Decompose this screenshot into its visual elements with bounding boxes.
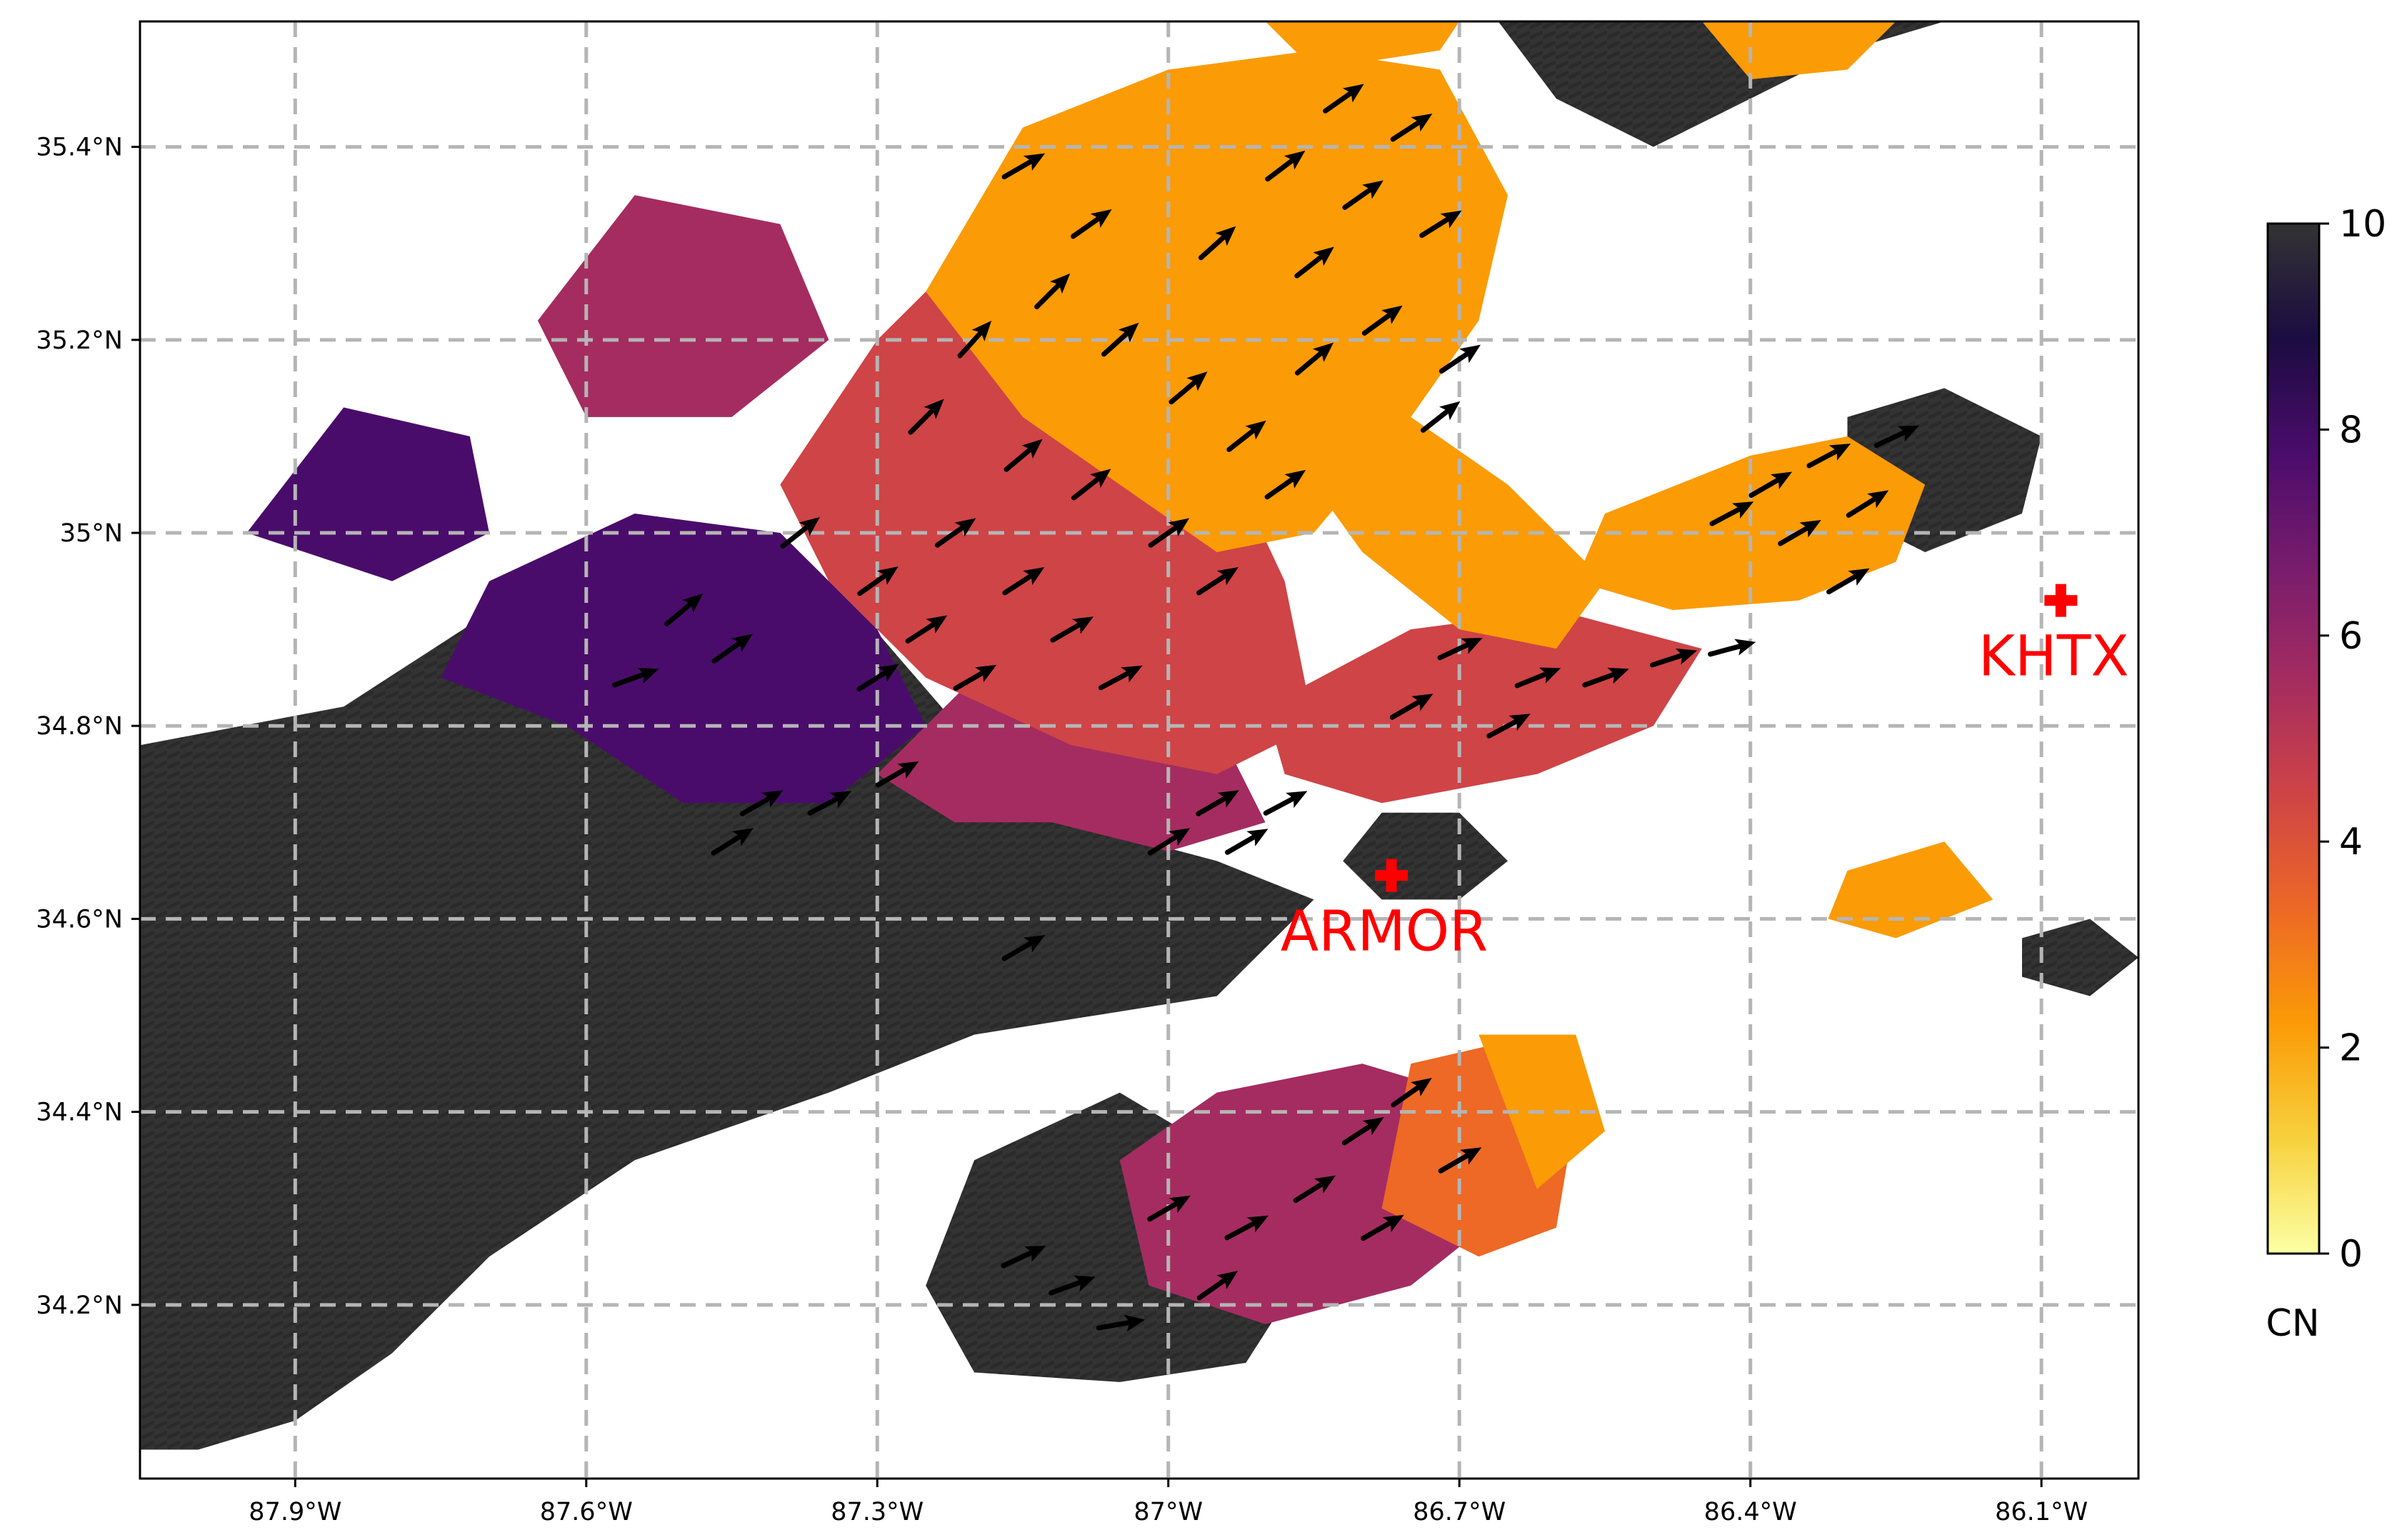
y-tick-label-5: 35.2°N: [36, 326, 123, 355]
x-tick-label-6: 86.1°W: [1995, 1498, 2088, 1526]
colorbar-tick-label-1: 2: [2339, 1027, 2363, 1070]
colorbar-tick-label-2: 4: [2339, 821, 2363, 864]
colorbar-ticks: 0 2 4 6 8 10: [2319, 203, 2386, 1276]
y-tick-label-4: 35°N: [60, 519, 123, 548]
x-tick-label-3: 87°W: [1134, 1498, 1203, 1526]
x-tick-label-1: 87.6°W: [540, 1498, 633, 1526]
colorbar-tick-label-3: 6: [2339, 615, 2363, 658]
x-tick-label-2: 87.3°W: [831, 1498, 924, 1526]
y-tick-label-2: 34.6°N: [36, 905, 123, 934]
colorbar-label: CN: [2266, 1302, 2319, 1345]
y-tick-label-0: 34.2°N: [36, 1291, 123, 1320]
x-tick-label-5: 86.4°W: [1704, 1498, 1797, 1526]
station-label-armor: ARMOR: [1281, 900, 1488, 964]
x-tick-label-0: 87.9°W: [249, 1498, 341, 1526]
y-tick-label-1: 34.4°N: [36, 1099, 123, 1127]
colorbar: 0 2 4 6 8 10 CN: [2266, 203, 2386, 1345]
station-label-khtx: KHTX: [1978, 625, 2129, 689]
colorbar-gradient: [2268, 224, 2319, 1254]
x-axis-ticks: 87.9°W 87.6°W 87.3°W 87°W 86.7°W 86.4°W 86.1°W: [249, 1479, 2088, 1526]
colorbar-tick-label-4: 8: [2339, 409, 2363, 451]
colorbar-tick-label-0: 0: [2339, 1233, 2363, 1276]
x-tick-label-4: 86.7°W: [1413, 1498, 1506, 1526]
y-axis-ticks: 34.2°N 34.4°N 34.6°N 34.8°N 35°N 35.2°N 35.4°N: [36, 134, 140, 1320]
y-tick-label-3: 34.8°N: [36, 712, 123, 741]
y-tick-label-6: 35.4°N: [36, 134, 123, 162]
colorbar-tick-label-5: 10: [2339, 203, 2386, 246]
